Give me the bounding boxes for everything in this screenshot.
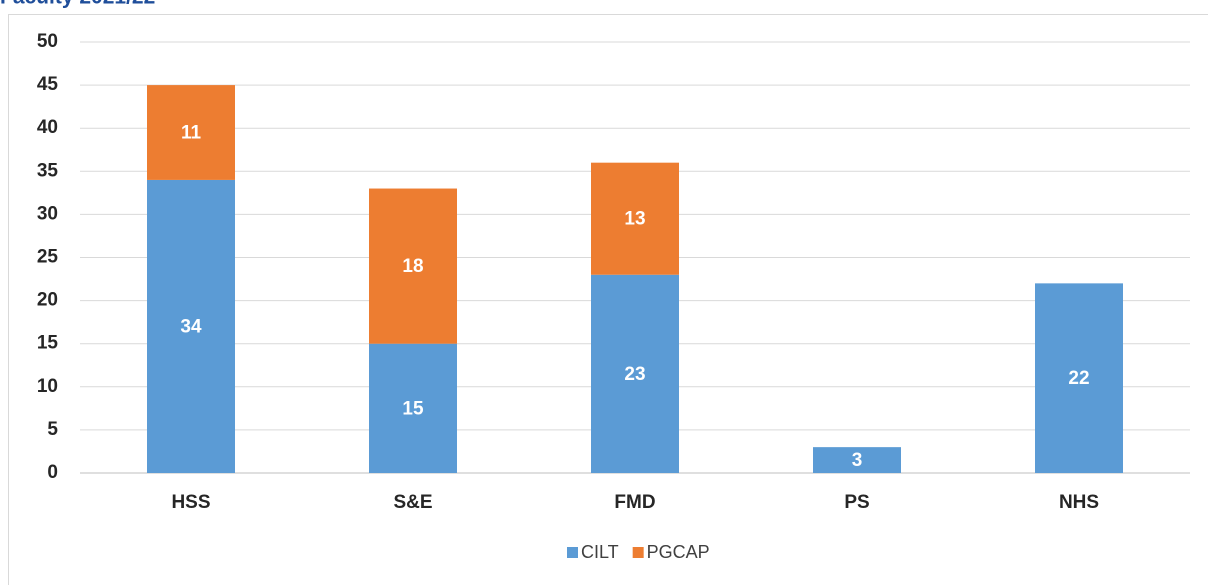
data-label: 34 (180, 316, 202, 337)
data-label: 3 (852, 450, 863, 471)
x-tick-label: S&E (393, 492, 432, 513)
y-tick-label: 25 (37, 247, 59, 268)
bar-segment (369, 188, 457, 344)
chart-title: Faculty 2021/22 (0, 0, 155, 9)
x-tick-label: HSS (171, 492, 210, 513)
y-tick-label: 10 (37, 376, 58, 397)
y-tick-label: 5 (47, 419, 58, 440)
x-tick-label: FMD (614, 492, 655, 513)
y-tick-label: 45 (37, 74, 59, 95)
bar-segment (591, 274, 679, 473)
legend-swatch (632, 547, 644, 558)
y-tick-label: 20 (37, 290, 58, 311)
y-tick-label: 30 (37, 203, 58, 224)
bar-segment (591, 162, 679, 275)
bar-segment (369, 343, 457, 473)
bar-segment (813, 447, 901, 473)
bar-segment (1035, 283, 1123, 473)
y-tick-label: 40 (37, 117, 58, 138)
data-label: 11 (181, 123, 202, 144)
data-label: 18 (402, 256, 423, 277)
y-tick-label: 35 (37, 160, 59, 181)
y-tick-label: 50 (37, 31, 58, 52)
x-tick-label: NHS (1059, 492, 1099, 513)
legend-label: CILT (581, 542, 619, 562)
y-tick-label: 0 (47, 462, 58, 483)
bar-segment (147, 179, 235, 474)
bar-segment (147, 85, 235, 180)
data-label: 23 (624, 364, 645, 385)
legend-swatch (567, 547, 578, 558)
data-label: 22 (1068, 368, 1089, 389)
x-tick-label: PS (844, 492, 869, 513)
legend-label: PGCAP (647, 542, 710, 562)
data-label: 13 (624, 209, 645, 230)
data-label: 15 (402, 398, 424, 419)
y-tick-label: 15 (37, 333, 59, 354)
